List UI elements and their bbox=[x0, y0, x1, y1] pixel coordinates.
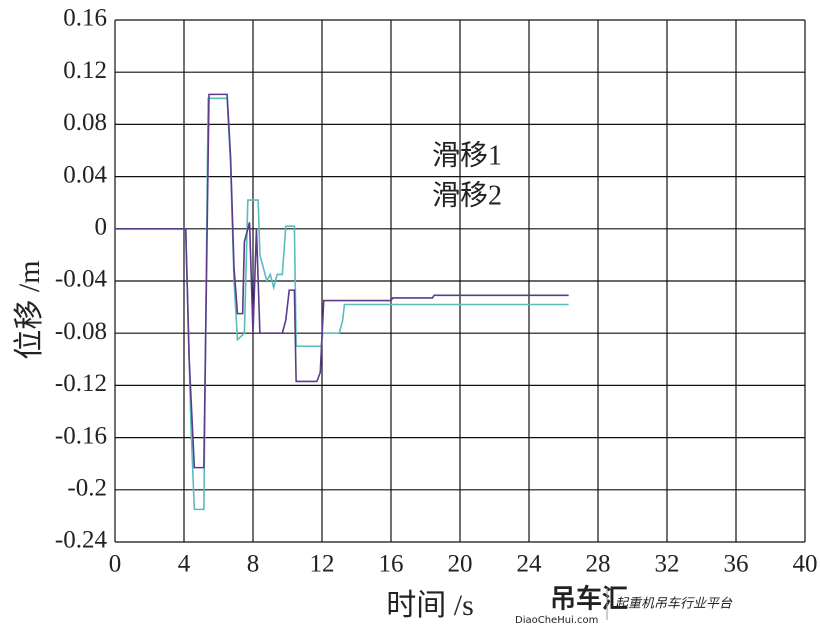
y-tick-label: -0.12 bbox=[55, 370, 107, 397]
x-tick-label: 20 bbox=[448, 551, 473, 578]
y-tick-label: -0.24 bbox=[55, 527, 108, 554]
watermark-slogan: 起重机吊车行业平台 bbox=[615, 597, 733, 612]
x-tick-label: 16 bbox=[379, 551, 404, 578]
legend-label: 滑移2 bbox=[432, 179, 502, 211]
y-tick-label: -0.16 bbox=[55, 422, 107, 449]
y-tick-label: 0.16 bbox=[63, 5, 107, 32]
legend-label: 滑移1 bbox=[432, 139, 502, 171]
x-tick-label: 8 bbox=[247, 551, 260, 578]
watermark-site: DiaoCheHui.com bbox=[515, 615, 598, 626]
x-tick-label: 24 bbox=[517, 551, 543, 578]
y-tick-label: 0.12 bbox=[63, 57, 107, 84]
y-tick-label: 0 bbox=[95, 214, 108, 241]
y-tick-label: 0.04 bbox=[63, 161, 107, 188]
x-tick-label: 36 bbox=[724, 551, 749, 578]
y-tick-label: -0.08 bbox=[55, 318, 107, 345]
x-tick-label: 4 bbox=[178, 551, 191, 578]
watermark: 吊车汇 DiaoCheHui.com 起重机吊车行业平台 bbox=[515, 584, 733, 627]
x-tick-label: 12 bbox=[310, 551, 335, 578]
x-tick-label: 28 bbox=[586, 551, 611, 578]
x-tick-label: 32 bbox=[655, 551, 680, 578]
y-tick-label: 0.08 bbox=[63, 109, 107, 136]
x-tick-label: 0 bbox=[109, 551, 122, 578]
y-tick-label: -0.2 bbox=[67, 475, 107, 502]
series-line bbox=[115, 93, 569, 469]
watermark-brand: 吊车汇 bbox=[550, 584, 628, 615]
x-tick-label: 40 bbox=[793, 551, 818, 578]
x-axis-label: 时间 /s bbox=[386, 589, 474, 622]
y-tick-label: -0.04 bbox=[55, 266, 108, 293]
y-axis-label: 位移 /m bbox=[13, 260, 46, 359]
